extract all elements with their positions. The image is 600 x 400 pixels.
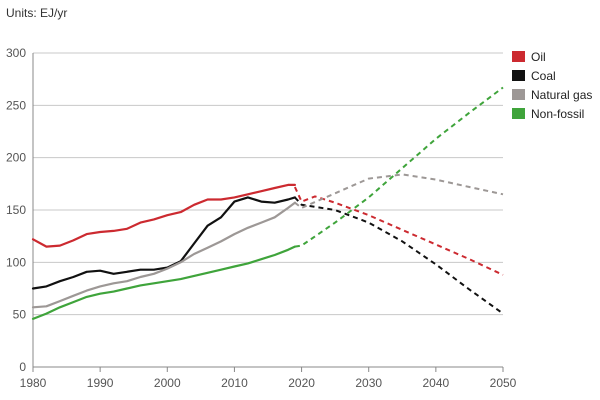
legend-swatch-coal	[512, 70, 525, 81]
units-label: Units: EJ/yr	[6, 6, 68, 20]
legend-label-non-fossil: Non-fossil	[531, 107, 584, 121]
legend-swatch-oil	[512, 51, 525, 62]
series-oil-projection-line	[293, 186, 504, 276]
legend-label-natural-gas: Natural gas	[531, 88, 592, 102]
x-tick-label: 2020	[288, 376, 315, 390]
x-tick-label: 1990	[87, 376, 114, 390]
series-oil-history-line	[31, 183, 296, 248]
y-tick-label: 150	[6, 203, 26, 217]
series-non-fossil-projection-line	[294, 86, 504, 248]
series-coal-history-line	[31, 196, 296, 290]
y-tick-label: 0	[19, 360, 26, 374]
x-tick-label: 2050	[490, 376, 517, 390]
y-tick-label: 250	[6, 98, 26, 112]
series-natural-gas-history-line	[31, 201, 296, 309]
series-coal-projection-line	[294, 196, 504, 315]
y-tick-label: 50	[13, 308, 27, 322]
legend-swatch-non-fossil	[512, 108, 525, 119]
y-tick-label: 200	[6, 151, 26, 165]
gridlines	[33, 52, 503, 368]
legend-label-oil: Oil	[531, 50, 546, 64]
x-tick-label: 2040	[423, 376, 450, 390]
x-tick-label: 2000	[154, 376, 181, 390]
x-tick-label: 2030	[355, 376, 382, 390]
legend: Oil Coal Natural gas Non-fossil	[512, 50, 592, 121]
y-tick-label: 100	[6, 255, 26, 269]
series-non-fossil-history-line	[31, 245, 296, 320]
y-tick-label: 300	[6, 46, 26, 60]
axes: 0 50 100 150 200 250 300 1980 1990 2000 2010 2020 20…	[6, 46, 517, 390]
legend-label-coal: Coal	[531, 69, 556, 83]
series-lines	[31, 86, 504, 320]
x-tick-label: 1980	[20, 376, 47, 390]
legend-swatch-natural-gas	[512, 89, 525, 100]
x-tick-label: 2010	[221, 376, 248, 390]
series-natural-gas-projection-line	[294, 173, 504, 209]
